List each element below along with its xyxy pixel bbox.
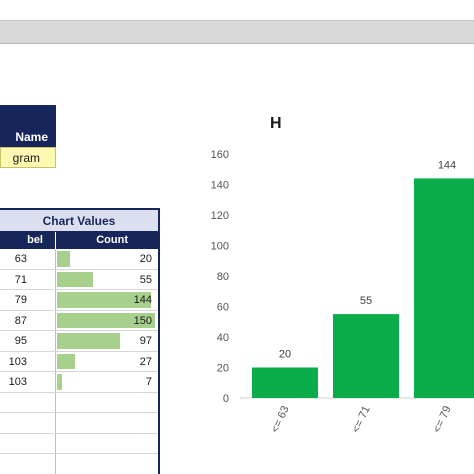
row-count-cell[interactable] xyxy=(56,454,158,474)
y-tick-label: 60 xyxy=(217,302,229,314)
row-count-value: 97 xyxy=(139,335,152,347)
table-row xyxy=(0,413,158,434)
histogram-svg: 0 20 40 60 80 100 120 140 160 20 <= 63 55 <= 71 144 <=… xyxy=(211,149,474,435)
chart-values-table: Chart Values bel Count 63 20 71 55 79 144 87 15… xyxy=(0,208,160,474)
row-label-cell[interactable]: 71 xyxy=(0,269,56,289)
table-row: 79 144 xyxy=(0,290,158,311)
row-count-value: 150 xyxy=(133,314,152,327)
chart-values-rows: 63 20 71 55 79 144 87 150 95 97 103 27 103 7 xyxy=(0,249,158,474)
table-row xyxy=(0,392,158,413)
y-tick-label: 80 xyxy=(217,271,229,283)
row-label-cell[interactable] xyxy=(0,392,56,412)
chart-title: H xyxy=(270,115,282,132)
table-row: 103 7 xyxy=(0,372,158,393)
row-label-cell[interactable] xyxy=(0,413,56,433)
row-label-cell[interactable]: 79 xyxy=(0,290,56,310)
y-tick-label: 0 xyxy=(223,393,229,405)
data-bar xyxy=(57,353,75,369)
chart-values-title: Chart Values xyxy=(0,210,158,232)
bar-data-label: 55 xyxy=(360,295,372,307)
label-column-header[interactable]: bel xyxy=(0,232,56,249)
x-category-label: <= 79 xyxy=(431,404,454,435)
count-column-header[interactable]: Count xyxy=(96,234,128,246)
row-label-cell[interactable]: 95 xyxy=(0,331,56,351)
y-tick-label: 100 xyxy=(211,241,229,253)
table-row: 63 20 xyxy=(0,249,158,270)
table-row xyxy=(0,454,158,474)
row-count-cell[interactable]: 27 xyxy=(56,352,158,372)
table-row: 95 97 xyxy=(0,331,158,352)
row-count-cell[interactable] xyxy=(56,413,158,433)
data-bar xyxy=(57,292,151,308)
name-header-cell[interactable]: Name xyxy=(0,105,56,147)
histogram-bar xyxy=(333,314,399,398)
row-count-value: 27 xyxy=(139,355,152,368)
y-tick-label: 160 xyxy=(211,149,229,161)
row-count-cell[interactable]: 144 xyxy=(56,290,158,310)
toolbar-band xyxy=(0,20,474,44)
row-count-cell[interactable]: 55 xyxy=(56,270,158,290)
table-row xyxy=(0,433,158,454)
row-count-cell[interactable]: 7 xyxy=(56,372,158,392)
row-count-cell[interactable]: 97 xyxy=(56,331,158,351)
x-category-label: <= 71 xyxy=(350,404,373,435)
row-label-cell[interactable]: 63 xyxy=(0,249,56,269)
row-label-cell[interactable]: 103 xyxy=(0,351,56,371)
x-category-label: <= 63 xyxy=(269,404,292,435)
table-row: 71 55 xyxy=(0,269,158,290)
data-bar xyxy=(57,251,71,267)
bar-data-label: 144 xyxy=(438,159,456,171)
row-label-cell[interactable] xyxy=(0,433,56,453)
histogram-bar xyxy=(252,367,318,398)
row-count-cell[interactable]: 150 xyxy=(56,311,158,331)
y-tick-label: 40 xyxy=(217,332,229,344)
data-bar xyxy=(57,374,62,390)
data-bar xyxy=(57,312,155,328)
row-count-cell[interactable] xyxy=(56,393,158,413)
table-row: 87 150 xyxy=(0,310,158,331)
histogram-chart[interactable]: 0 20 40 60 80 100 120 140 160 20 <= 63 55 <= 71 144 <=… xyxy=(195,100,474,474)
row-label-cell[interactable]: 103 xyxy=(0,372,56,392)
name-header-label: Name xyxy=(15,130,48,144)
row-count-value: 55 xyxy=(139,273,152,286)
y-tick-label: 140 xyxy=(211,180,229,192)
row-count-cell[interactable]: 20 xyxy=(56,249,158,269)
name-value-text: gram xyxy=(12,150,40,165)
chart-values-header-row: bel Count xyxy=(0,232,158,249)
data-bar xyxy=(57,271,93,287)
row-count-value: 20 xyxy=(139,253,152,265)
y-tick-label: 120 xyxy=(211,210,229,222)
data-bar xyxy=(57,333,121,349)
histogram-bar xyxy=(414,178,474,398)
row-count-value: 7 xyxy=(145,376,152,388)
row-count-value: 144 xyxy=(133,294,152,306)
row-label-cell[interactable]: 87 xyxy=(0,310,56,330)
row-label-cell[interactable] xyxy=(0,454,56,474)
y-tick-label: 20 xyxy=(217,363,229,375)
row-count-cell[interactable] xyxy=(56,434,158,454)
table-row: 103 27 xyxy=(0,351,158,372)
bar-data-label: 20 xyxy=(279,349,291,361)
name-value-cell[interactable]: gram xyxy=(0,147,56,168)
